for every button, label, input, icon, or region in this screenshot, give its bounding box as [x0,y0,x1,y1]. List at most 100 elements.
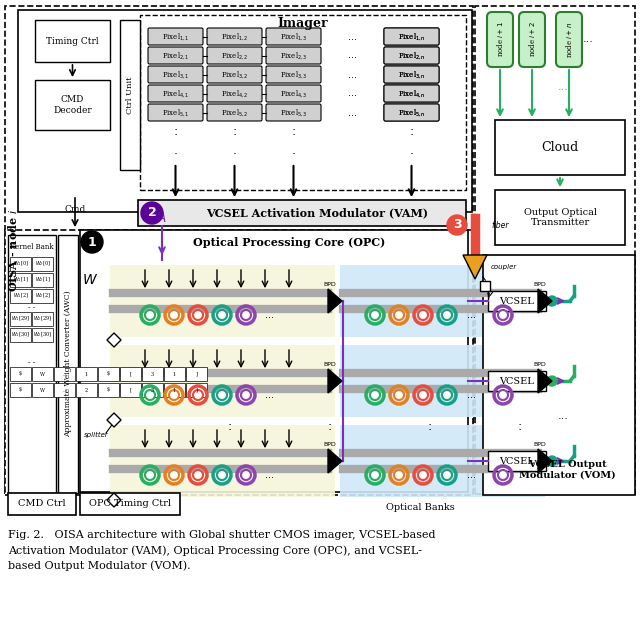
Text: ...: ... [348,108,357,118]
FancyBboxPatch shape [384,66,439,83]
Circle shape [370,310,380,320]
Text: coupler: coupler [491,264,517,270]
Bar [8,235,56,493]
Text: ...: ... [467,310,476,320]
Text: 1: 1 [88,236,97,248]
Text: Pixel$_{2,3}$: Pixel$_{2,3}$ [280,50,307,61]
FancyBboxPatch shape [207,28,262,45]
FancyBboxPatch shape [266,66,321,83]
Text: ...: ... [266,470,275,480]
Bar [8,493,76,515]
Text: Pixel$_{1,n}$: Pixel$_{1,n}$ [397,31,426,42]
Text: .: . [173,144,177,157]
Text: Pixel$_{1,1}$: Pixel$_{1,1}$ [162,31,189,42]
Circle shape [81,231,103,253]
Text: [: [ [129,371,131,376]
Text: Approximate Weight Converter (AWC): Approximate Weight Converter (AWC) [64,291,72,437]
Text: ...: ... [467,390,476,400]
FancyBboxPatch shape [207,66,262,83]
Text: node $i+n$: node $i+n$ [564,22,574,58]
FancyBboxPatch shape [384,85,439,102]
Bar [98,383,119,397]
Text: - -: - - [28,304,36,310]
Circle shape [193,310,203,320]
Text: .: . [291,144,296,157]
Polygon shape [463,255,487,279]
Text: :: : [410,125,413,138]
Text: based Output Modulator (VOM).: based Output Modulator (VOM). [8,560,191,571]
Bar [54,383,75,397]
Text: $W_1$[29]: $W_1$[29] [11,315,30,323]
Text: ]: ] [196,371,197,376]
Bar [32,273,53,287]
Bar [164,367,185,381]
Text: ...: ... [266,310,275,320]
Text: Pixel$_{3,n}$: Pixel$_{3,n}$ [397,69,426,80]
Text: Pixel$_{5,n}$: Pixel$_{5,n}$ [397,107,426,118]
Text: - -: - - [28,359,36,365]
Polygon shape [107,413,121,427]
Text: 3: 3 [151,387,154,392]
Bar [140,15,466,190]
Circle shape [547,456,557,466]
Circle shape [169,310,179,320]
FancyBboxPatch shape [556,12,582,67]
Bar [120,383,141,397]
Text: Pixel$_{5,1}$: Pixel$_{5,1}$ [162,107,189,118]
Text: node $i+2$: node $i+2$ [527,22,537,58]
Text: $W_2$[2]: $W_2$[2] [35,292,51,300]
Bar [32,367,53,381]
Text: BPD: BPD [324,362,337,367]
FancyBboxPatch shape [384,104,439,121]
Circle shape [145,390,155,400]
Text: Pixel$_{2,n}$: Pixel$_{2,n}$ [397,50,426,61]
FancyBboxPatch shape [384,85,439,102]
Text: Pixel$_{4,n}$: Pixel$_{4,n}$ [397,88,426,99]
Text: Optical Banks: Optical Banks [386,502,454,511]
Text: OISA - node $i$: OISA - node $i$ [6,209,19,292]
Circle shape [241,470,251,480]
Bar [10,257,31,271]
Text: Pixel$_{5,n}$: Pixel$_{5,n}$ [397,107,426,118]
Bar [98,367,119,381]
Text: $W$: $W$ [82,273,98,287]
Circle shape [241,310,251,320]
Bar [340,265,545,337]
Bar [488,451,546,471]
Bar [35,20,110,62]
Text: VCSEL: VCSEL [500,376,534,385]
Circle shape [447,215,467,235]
Bar [186,383,207,397]
Text: Kernel Bank: Kernel Bank [10,243,54,251]
Text: ...: ... [348,51,357,61]
Bar [32,383,53,397]
Text: 1: 1 [173,387,176,392]
Circle shape [394,390,404,400]
Text: ...: ... [557,82,568,92]
Text: ...: ... [557,411,568,421]
Circle shape [418,470,428,480]
Polygon shape [107,493,121,507]
Bar [18,10,472,212]
Bar [120,367,141,381]
Circle shape [418,390,428,400]
Circle shape [442,390,452,400]
Text: 2: 2 [148,207,156,220]
Bar [10,367,31,381]
Text: Pixel$_{3,1}$: Pixel$_{3,1}$ [162,69,189,80]
Text: $W_1$[30]: $W_1$[30] [11,331,30,339]
Text: ...: ... [266,390,275,400]
Text: Pixel$_{2,n}$: Pixel$_{2,n}$ [397,50,426,61]
Circle shape [241,390,251,400]
Text: 1: 1 [85,371,88,376]
Bar [495,120,625,175]
Text: BPD: BPD [534,442,547,447]
Bar [80,493,180,515]
Text: ...: ... [348,31,357,42]
Circle shape [145,470,155,480]
Text: Pixel$_{1,2}$: Pixel$_{1,2}$ [221,31,248,42]
FancyBboxPatch shape [266,104,321,121]
Text: Timing Ctrl: Timing Ctrl [46,36,99,45]
Text: BPD: BPD [324,282,337,287]
Bar [58,235,78,493]
